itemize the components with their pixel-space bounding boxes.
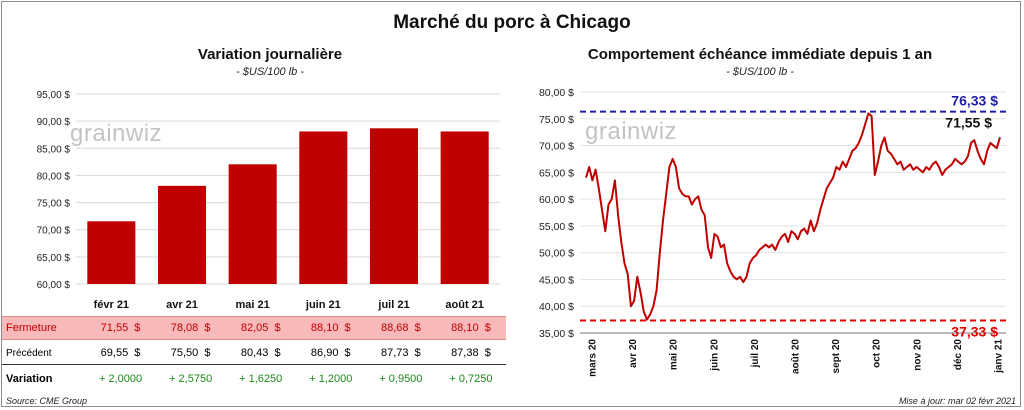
bar-x-tick-label: juil 21 [377,299,409,311]
bar-y-tick-label: 60,00 $ [37,280,71,291]
table-cell: 69,55 $ [100,347,141,359]
reference-line-label: 37,33 $ [951,324,998,340]
main-title: Marché du porc à Chicago [393,12,631,33]
table-cell: 88,10 $ [451,322,491,334]
bar-x-tick-label: févr 21 [94,299,129,311]
bar-x-tick-label: avr 21 [166,299,198,311]
line-x-tick-label: mai 20 [669,339,680,371]
line-x-tick-label: août 20 [791,339,802,374]
line-x-tick-label: juin 20 [709,339,720,372]
bar-y-tick-label: 95,00 $ [37,90,71,101]
table-cell: + 2,0000 [98,373,143,385]
bar-y-tick-label: 75,00 $ [37,199,71,210]
reference-line-label: 76,33 $ [951,93,998,109]
line-x-tick-label: juil 20 [750,339,761,369]
line-y-tick-label: 45,00 $ [539,274,574,286]
table-cell: + 1,2000 [309,373,353,385]
bar [87,221,136,284]
line-y-tick-label: 65,00 $ [539,167,574,179]
bar-y-tick-label: 70,00 $ [37,226,71,237]
left-unit: - $US/100 lb - [236,66,304,78]
table-row-variation: Variation + 2,0000 + 2,5750 + 1,6250 + 1… [2,368,506,390]
last-value-label: 71,55 $ [945,114,992,130]
line-y-tick-label: 50,00 $ [539,248,574,260]
table-cell: 87,38 $ [451,347,491,359]
row-label: Précédent [6,347,52,359]
line-y-tick-label: 70,00 $ [539,141,574,153]
bar-y-tick-label: 85,00 $ [37,144,71,155]
table-cell: 88,10 $ [310,322,351,334]
line-y-tick-label: 75,00 $ [539,114,574,126]
bar-x-tick-label: mai 21 [236,299,270,311]
table-cell: 86,90 $ [310,347,351,359]
row-label: Fermeture [6,322,57,334]
bar-y-tick-label: 65,00 $ [37,253,71,264]
left-watermark: grainwiz [70,120,163,147]
bar [157,185,207,284]
line-y-tick-label: 55,00 $ [539,221,574,233]
bar [440,131,489,284]
table-cell: 78,08 $ [170,322,211,334]
bar-y-tick-label: 90,00 $ [37,117,71,128]
row-label: Variation [6,373,53,385]
line-y-tick-label: 80,00 $ [539,87,574,99]
line-y-tick-label: 35,00 $ [539,328,574,340]
line-x-tick-label: nov 20 [912,339,923,371]
bar-x-tick-label: juin 21 [305,299,341,311]
table-cell: 80,43 $ [240,347,281,359]
line-y-tick-label: 40,00 $ [539,301,574,313]
line-x-tick-label: oct 20 [872,339,883,368]
table-cell: + 0,7250 [449,373,493,385]
line-x-tick-label: janv 21 [994,339,1005,374]
bar [228,164,277,284]
table-cell: + 1,6250 [239,373,283,385]
update-note: Mise à jour: mar 02 févr 2021 [898,396,1016,406]
line-x-tick-label: mars 20 [588,339,599,377]
line-y-tick-label: 60,00 $ [539,194,574,206]
line-x-tick-label: avr 20 [628,339,639,368]
right-unit: - $US/100 lb - [726,66,794,78]
table-row-fermeture: Fermeture 71,55 $ 78,08 $ 82,05 $ 88,10 … [2,316,506,340]
line-x-tick-label: déc 20 [953,339,964,371]
table-cell: 82,05 $ [240,322,281,334]
table-cell: + 2,5750 [169,373,213,385]
left-subtitle: Variation journalière [197,46,343,63]
table-row-precedent: Précédent 69,55 $ 75,50 $ 80,43 $ 86,90 … [2,342,506,365]
table-cell: + 0,9500 [379,373,423,385]
line-x-tick-label: sept 20 [831,339,842,374]
bar [299,131,348,284]
bar [369,128,419,284]
right-watermark: grainwiz [585,118,678,145]
right-subtitle: Comportement échéance immédiate depuis 1… [587,46,933,63]
bar-x-tick-label: août 21 [445,299,484,311]
table-cell: 75,50 $ [170,347,211,359]
price-series-line [585,112,1001,321]
source-note: Source: CME Group [6,396,88,406]
bar-y-tick-label: 80,00 $ [37,171,71,182]
table-cell: 71,55 $ [100,322,141,334]
table-cell: 87,73 $ [380,347,421,359]
table-cell: 88,68 $ [380,322,421,334]
